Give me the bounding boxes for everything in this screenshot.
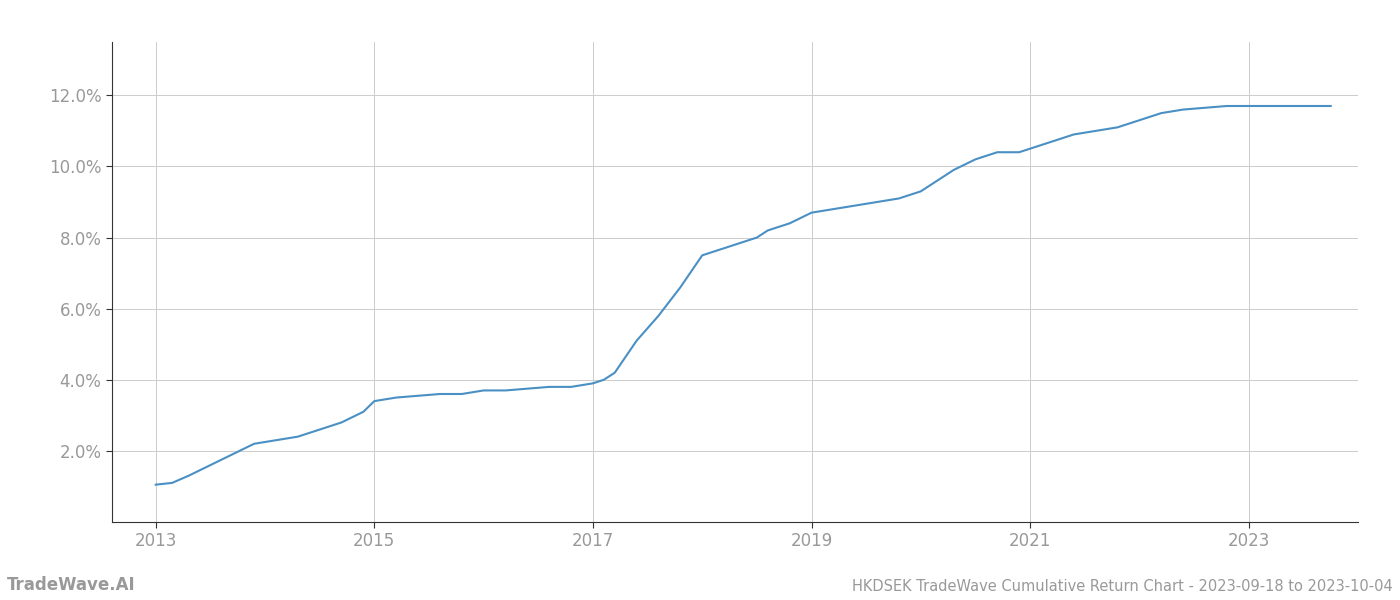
Text: HKDSEK TradeWave Cumulative Return Chart - 2023-09-18 to 2023-10-04: HKDSEK TradeWave Cumulative Return Chart…: [853, 579, 1393, 594]
Text: TradeWave.AI: TradeWave.AI: [7, 576, 136, 594]
